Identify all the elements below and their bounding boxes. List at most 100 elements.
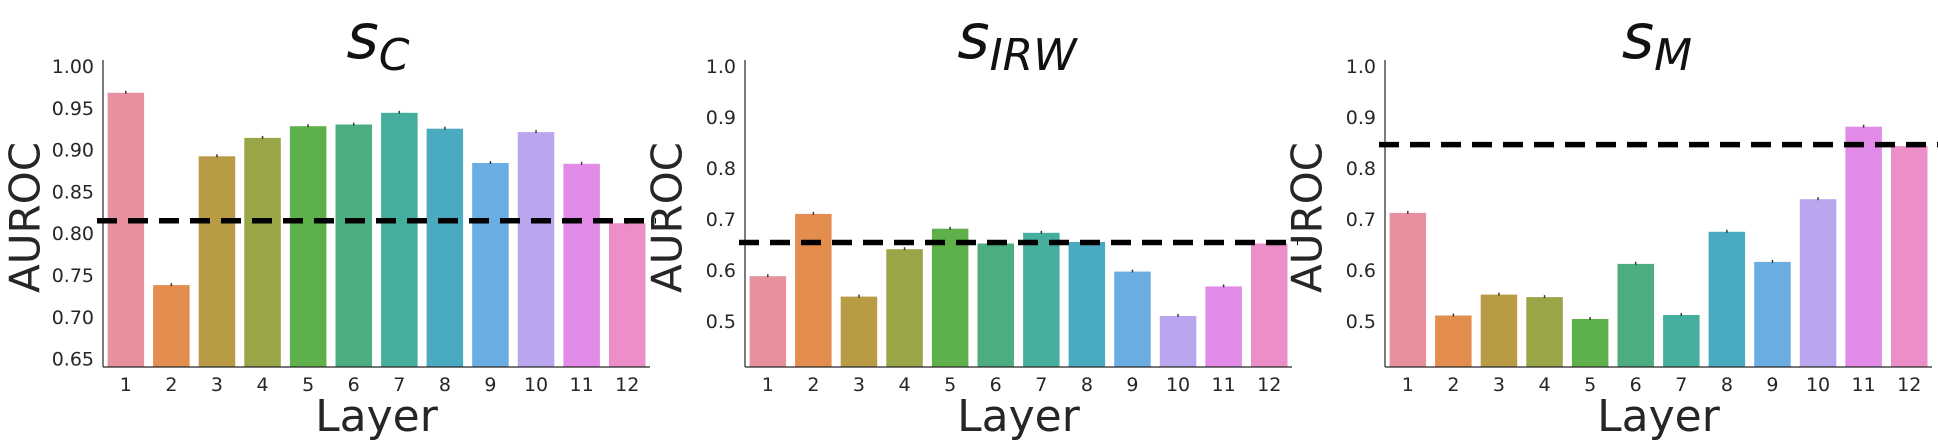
y-tick-label: 0.9 — [706, 107, 736, 129]
x-tick-label: 5 — [944, 374, 956, 396]
bar-layer-6 — [335, 124, 372, 367]
bar-layer-7 — [1663, 315, 1700, 367]
bar-layer-3 — [840, 296, 878, 367]
y-tick-label: 0.7 — [706, 209, 736, 231]
y-tick-label: 0.65 — [52, 349, 94, 371]
x-tick-label: 12 — [615, 374, 639, 396]
x-tick-label: 11 — [570, 374, 594, 396]
bar-layer-7 — [1023, 232, 1060, 367]
bar-layer-2 — [153, 285, 190, 367]
y-tick-label: 0.85 — [52, 181, 94, 203]
x-tick-label: 1 — [1402, 374, 1414, 396]
bar-layer-5 — [931, 228, 969, 367]
x-tick-label: 6 — [1630, 374, 1642, 396]
bar-layer-11 — [563, 163, 600, 367]
x-tick-label: 5 — [302, 374, 314, 396]
x-tick-label: 11 — [1212, 374, 1236, 396]
x-tick-label: 9 — [484, 374, 496, 396]
x-tick-label: 11 — [1852, 374, 1876, 396]
y-tick-label: 0.9 — [1346, 107, 1376, 129]
x-tick-label: 9 — [1126, 374, 1138, 396]
bar-layer-3 — [198, 156, 236, 367]
bar-layer-5 — [1571, 319, 1609, 367]
x-tick-label: 3 — [211, 374, 223, 396]
bar-layer-10 — [1159, 316, 1197, 367]
y-axis-title: AUROC — [1283, 142, 1332, 293]
x-tick-label: 10 — [1166, 374, 1190, 396]
bar-layer-4 — [1526, 297, 1563, 367]
x-tick-label: 4 — [898, 374, 910, 396]
y-tick-label: 0.6 — [706, 260, 736, 282]
panel-sm: sM1 2 3 4 5 6 7 8 9 10 11 120.50.60.70.80.91.0Layer… — [1283, 0, 1938, 442]
x-tick-label: 12 — [1897, 374, 1921, 396]
bar-layer-4 — [886, 249, 923, 367]
x-tick-label: 7 — [1675, 374, 1687, 396]
x-tick-label: 8 — [439, 374, 451, 396]
x-tick-label: 8 — [1721, 374, 1733, 396]
x-tick-label: 1 — [120, 374, 132, 396]
x-tick-label: 12 — [1257, 374, 1281, 396]
panel-sc: sC1 2 3 4 5 6 7 8 9 10 11 120.650.700.750.800.850.9… — [1, 0, 656, 442]
bar-layer-2 — [1435, 315, 1472, 367]
bar-layer-6 — [977, 243, 1014, 367]
bar-layer-7 — [381, 112, 418, 367]
bar-layer-6 — [1617, 263, 1654, 367]
y-tick-label: 0.70 — [52, 307, 94, 329]
x-tick-label: 2 — [807, 374, 819, 396]
x-tick-label: 2 — [1447, 374, 1459, 396]
x-tick-label: 6 — [990, 374, 1002, 396]
y-tick-label: 0.7 — [1346, 209, 1376, 231]
y-tick-label: 0.75 — [52, 265, 94, 287]
x-tick-label: 6 — [348, 374, 360, 396]
bar-layer-1 — [749, 276, 787, 367]
y-tick-label: 0.80 — [52, 223, 94, 245]
bar-layer-1 — [107, 92, 145, 368]
x-tick-label: 4 — [256, 374, 268, 396]
y-tick-label: 1.0 — [706, 56, 736, 78]
y-axis-title: AUROC — [1, 142, 50, 293]
y-tick-label: 0.95 — [52, 98, 94, 120]
chart-title-sm: sM — [1622, 0, 1692, 81]
y-tick-label: 0.5 — [1346, 311, 1376, 333]
bar-layer-8 — [1068, 242, 1106, 367]
chart-title-sc: sC — [346, 0, 409, 81]
bar-layer-11 — [1205, 286, 1242, 367]
bar-layer-8 — [1708, 231, 1746, 367]
x-tick-label: 7 — [1035, 374, 1047, 396]
x-axis-title: Layer — [1597, 391, 1721, 442]
y-tick-label: 1.00 — [52, 56, 94, 78]
bar-layer-12 — [609, 223, 646, 367]
x-tick-label: 10 — [1806, 374, 1830, 396]
x-axis-title: Layer — [315, 391, 439, 442]
x-tick-label: 10 — [524, 374, 548, 396]
y-axis-title: AUROC — [643, 142, 692, 293]
bar-layer-10 — [1799, 199, 1837, 367]
y-tick-label: 1.0 — [1346, 56, 1376, 78]
bar-layer-12 — [1251, 243, 1288, 367]
bar-layer-11 — [1845, 126, 1882, 367]
x-tick-label: 2 — [165, 374, 177, 396]
x-tick-label: 5 — [1584, 374, 1596, 396]
y-tick-label: 0.8 — [706, 158, 736, 180]
chart-title-sirw: sIRW — [957, 0, 1078, 81]
bar-layer-3 — [1480, 294, 1518, 367]
bar-layer-4 — [244, 137, 281, 367]
bar-layer-9 — [472, 163, 509, 367]
y-tick-label: 0.5 — [706, 311, 736, 333]
x-tick-label: 9 — [1766, 374, 1778, 396]
y-tick-label: 0.8 — [1346, 158, 1376, 180]
bar-layer-5 — [289, 126, 327, 367]
bar-layer-9 — [1754, 261, 1791, 367]
x-tick-label: 7 — [393, 374, 405, 396]
y-tick-label: 0.6 — [1346, 260, 1376, 282]
x-tick-label: 3 — [853, 374, 865, 396]
x-tick-label: 3 — [1493, 374, 1505, 396]
x-tick-label: 1 — [762, 374, 774, 396]
bar-layer-12 — [1891, 146, 1928, 367]
x-tick-label: 8 — [1081, 374, 1093, 396]
bar-layer-2 — [795, 213, 832, 367]
bar-layer-8 — [426, 128, 464, 367]
bar-layer-9 — [1114, 271, 1151, 367]
